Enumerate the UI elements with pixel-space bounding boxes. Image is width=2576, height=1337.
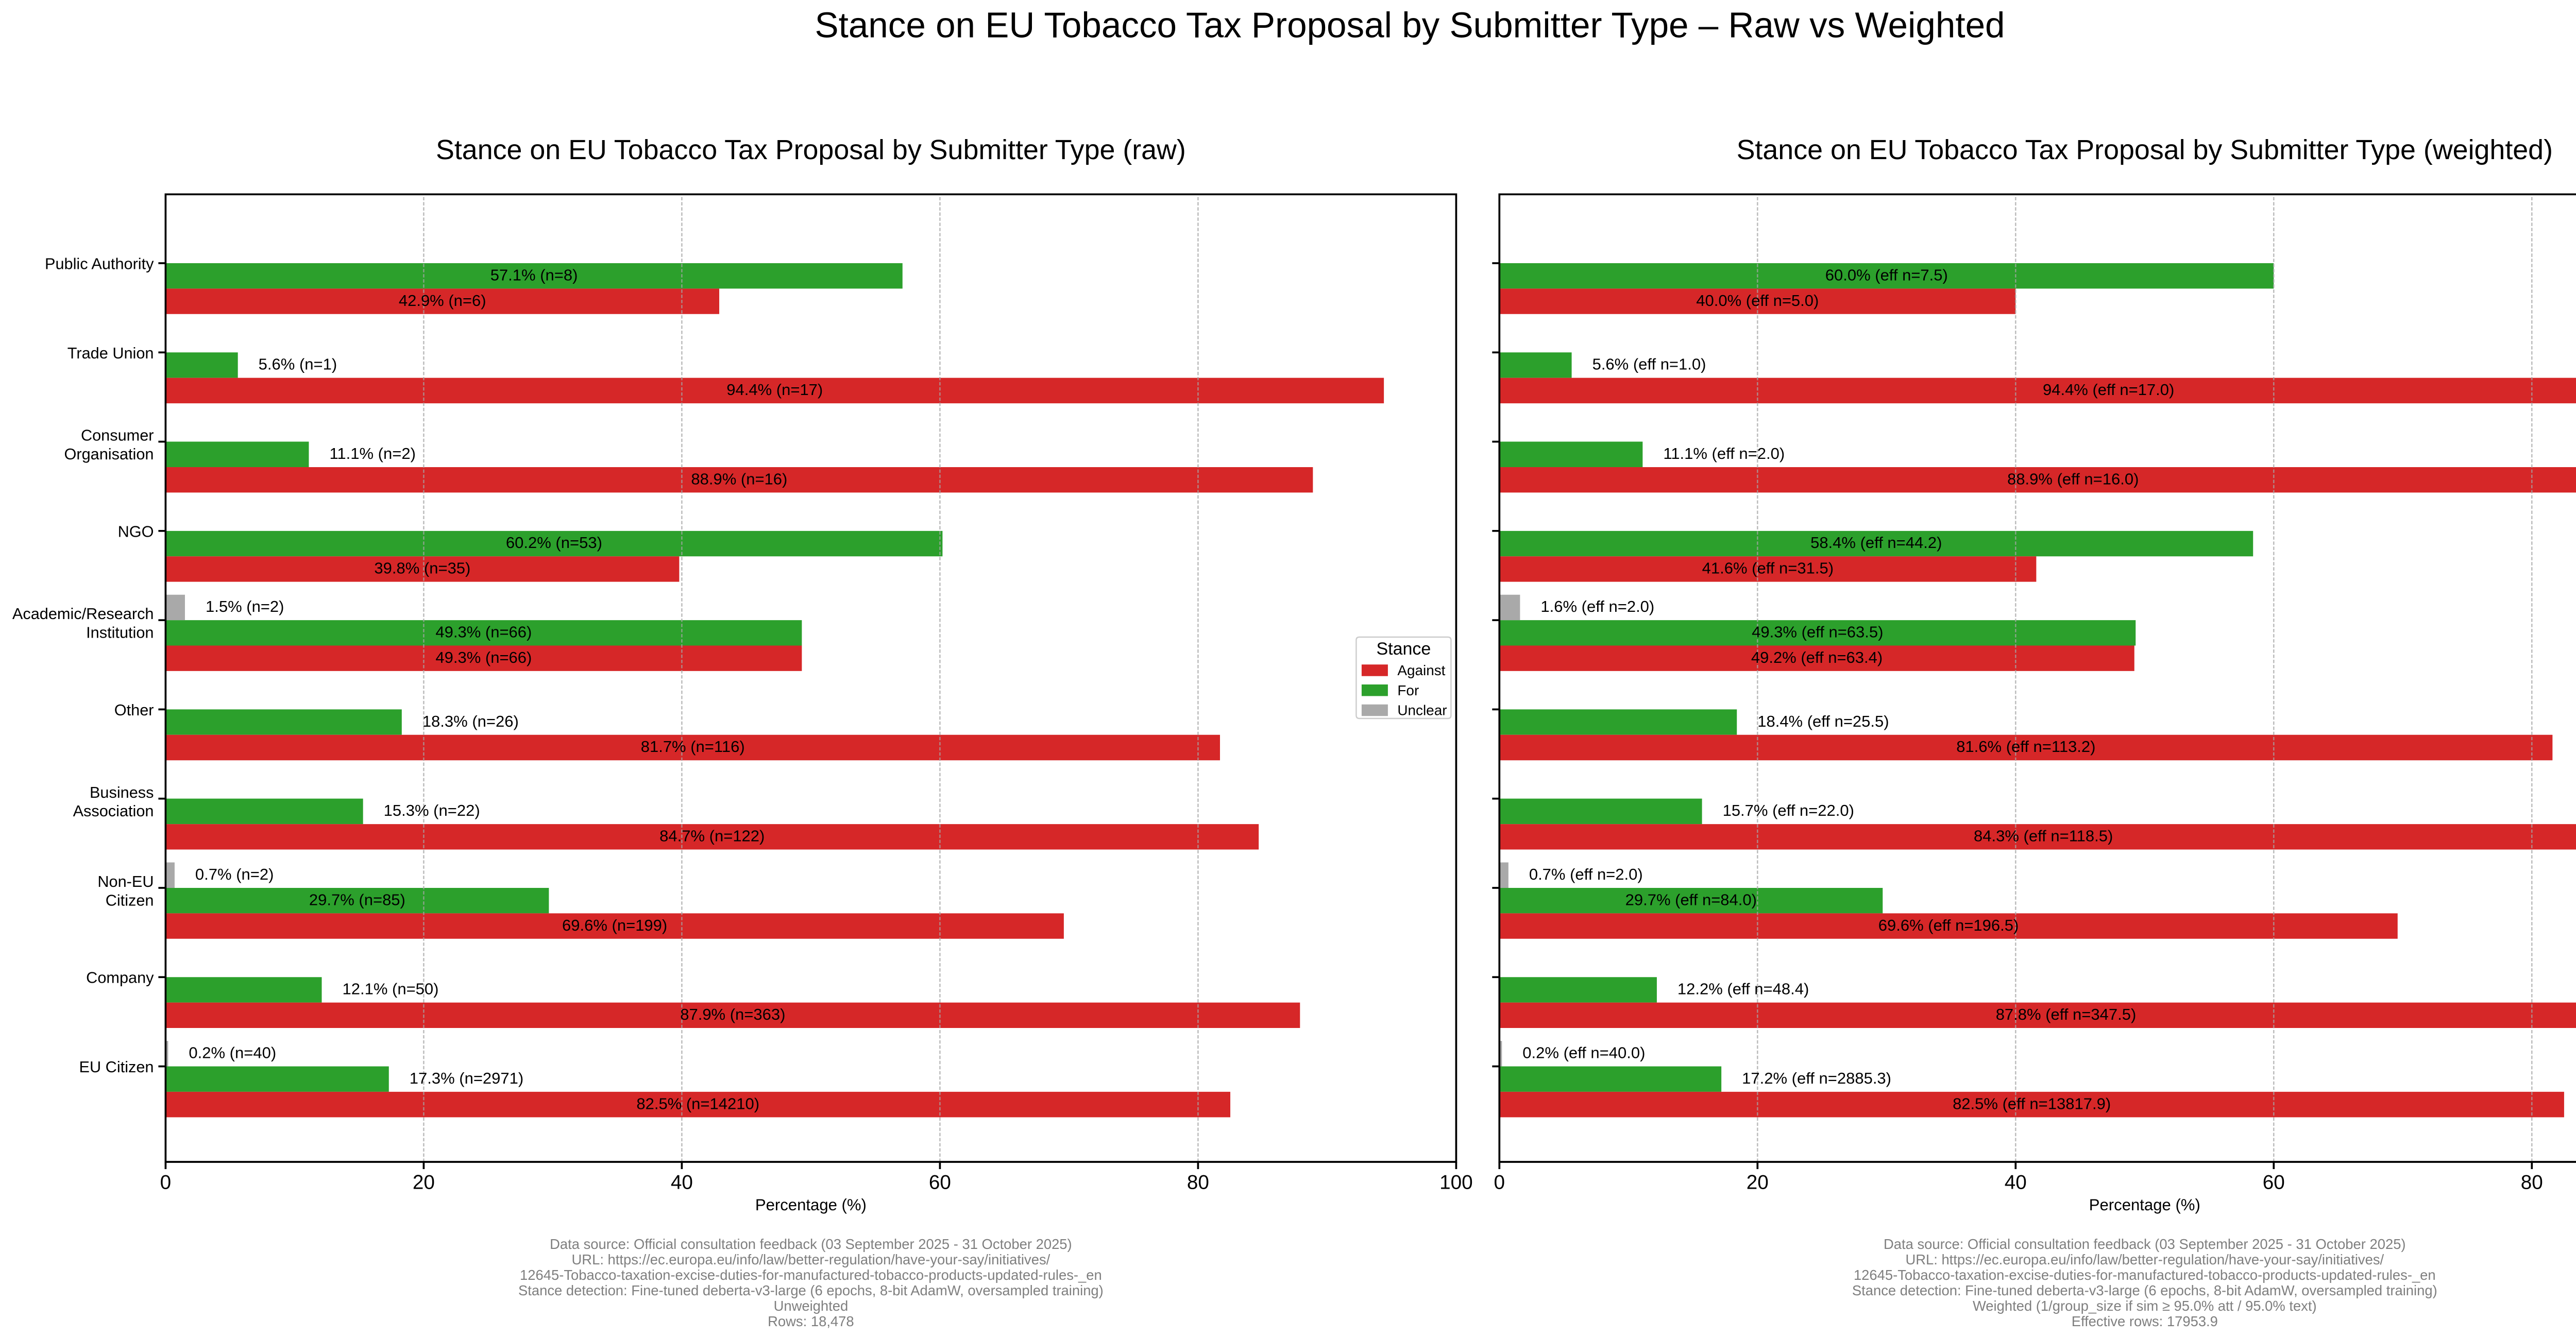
svg-text:18.4% (eff n=25.5): 18.4% (eff n=25.5) <box>1757 712 1889 730</box>
svg-text:84.7% (n=122): 84.7% (n=122) <box>659 827 765 845</box>
svg-text:Data source: Official consulta: Data source: Official consultation feedb… <box>550 1236 1072 1252</box>
svg-text:58.4% (eff n=44.2): 58.4% (eff n=44.2) <box>1810 534 1942 552</box>
svg-text:80: 80 <box>1187 1171 1209 1193</box>
svg-text:Organisation: Organisation <box>64 445 154 463</box>
svg-text:11.1% (eff n=2.0): 11.1% (eff n=2.0) <box>1663 444 1785 462</box>
svg-text:87.8% (eff n=347.5): 87.8% (eff n=347.5) <box>1996 1005 2137 1023</box>
svg-text:40: 40 <box>671 1171 693 1193</box>
svg-text:49.2% (eff n=63.4): 49.2% (eff n=63.4) <box>1751 648 1883 666</box>
svg-text:Company: Company <box>86 969 154 987</box>
svg-text:17.2% (eff n=2885.3): 17.2% (eff n=2885.3) <box>1742 1069 1891 1087</box>
svg-text:Citizen: Citizen <box>106 891 154 909</box>
svg-text:Data source: Official consulta: Data source: Official consultation feedb… <box>1884 1236 2406 1252</box>
svg-text:For: For <box>1397 682 1419 698</box>
svg-text:15.3% (n=22): 15.3% (n=22) <box>384 801 480 819</box>
svg-text:80: 80 <box>2521 1171 2543 1193</box>
svg-text:60: 60 <box>929 1171 951 1193</box>
svg-text:URL: https://ec.europa.eu/info: URL: https://ec.europa.eu/info/law/bette… <box>1905 1252 2384 1267</box>
svg-text:0.2% (eff n=40.0): 0.2% (eff n=40.0) <box>1522 1044 1645 1062</box>
svg-text:88.9% (eff n=16.0): 88.9% (eff n=16.0) <box>2007 470 2139 488</box>
svg-text:39.8% (n=35): 39.8% (n=35) <box>374 559 470 577</box>
svg-text:1.5% (n=2): 1.5% (n=2) <box>206 597 284 615</box>
svg-text:49.3% (n=66): 49.3% (n=66) <box>435 648 532 666</box>
svg-text:12.1% (n=50): 12.1% (n=50) <box>343 980 439 998</box>
svg-text:11.1% (n=2): 11.1% (n=2) <box>329 444 415 462</box>
svg-text:82.5% (eff n=13817.9): 82.5% (eff n=13817.9) <box>1953 1094 2111 1112</box>
svg-text:69.6% (eff n=196.5): 69.6% (eff n=196.5) <box>1878 916 2019 934</box>
svg-text:40.0% (eff n=5.0): 40.0% (eff n=5.0) <box>1696 292 1819 310</box>
svg-text:Unclear: Unclear <box>1397 702 1447 718</box>
svg-text:84.3% (eff n=118.5): 84.3% (eff n=118.5) <box>1974 827 2113 845</box>
svg-text:Consumer: Consumer <box>81 426 154 444</box>
svg-text:12645-Tobacco-taxation-excise-: 12645-Tobacco-taxation-excise-duties-for… <box>1854 1267 2436 1283</box>
svg-text:88.9% (n=16): 88.9% (n=16) <box>691 470 787 488</box>
svg-text:69.6% (n=199): 69.6% (n=199) <box>562 916 667 934</box>
svg-text:0.2% (n=40): 0.2% (n=40) <box>189 1044 276 1062</box>
svg-text:49.3% (n=66): 49.3% (n=66) <box>435 623 532 641</box>
svg-text:Stance on EU Tobacco Tax Propo: Stance on EU Tobacco Tax Proposal by Sub… <box>436 134 1186 165</box>
svg-text:5.6% (n=1): 5.6% (n=1) <box>259 355 337 373</box>
svg-text:Institution: Institution <box>86 623 154 641</box>
svg-text:Trade Union: Trade Union <box>67 344 154 362</box>
svg-text:Percentage (%): Percentage (%) <box>755 1196 867 1214</box>
svg-text:Stance: Stance <box>1376 639 1431 659</box>
svg-text:Non-EU: Non-EU <box>97 872 154 890</box>
svg-text:Percentage (%): Percentage (%) <box>2089 1196 2200 1214</box>
svg-text:49.3% (eff n=63.5): 49.3% (eff n=63.5) <box>1752 623 1883 641</box>
svg-text:Public Authority: Public Authority <box>45 255 154 273</box>
svg-text:Against: Against <box>1397 662 1445 678</box>
svg-text:81.6% (eff n=113.2): 81.6% (eff n=113.2) <box>1956 738 2095 756</box>
svg-text:Association: Association <box>73 802 154 820</box>
svg-text:1.6% (eff n=2.0): 1.6% (eff n=2.0) <box>1540 597 1654 615</box>
svg-text:Stance on EU Tobacco Tax Propo: Stance on EU Tobacco Tax Proposal by Sub… <box>1737 134 2553 165</box>
svg-text:Rows: 18,478: Rows: 18,478 <box>768 1313 854 1329</box>
svg-text:Stance detection: Fine-tuned d: Stance detection: Fine-tuned deberta-v3-… <box>518 1282 1104 1298</box>
svg-text:60.2% (n=53): 60.2% (n=53) <box>506 534 602 552</box>
svg-text:40: 40 <box>2005 1171 2027 1193</box>
svg-text:Effective rows: 17953.9: Effective rows: 17953.9 <box>2072 1313 2218 1329</box>
svg-text:NGO: NGO <box>118 522 154 540</box>
svg-text:87.9% (n=363): 87.9% (n=363) <box>680 1005 785 1023</box>
svg-text:Stance detection: Fine-tuned d: Stance detection: Fine-tuned deberta-v3-… <box>1852 1282 2437 1298</box>
svg-text:0.7% (n=2): 0.7% (n=2) <box>195 865 274 883</box>
svg-text:20: 20 <box>413 1171 435 1193</box>
svg-text:81.7% (n=116): 81.7% (n=116) <box>641 738 745 756</box>
svg-text:URL: https://ec.europa.eu/info: URL: https://ec.europa.eu/info/law/bette… <box>572 1252 1050 1267</box>
svg-text:15.7% (eff n=22.0): 15.7% (eff n=22.0) <box>1723 801 1854 819</box>
svg-text:29.7% (eff n=84.0): 29.7% (eff n=84.0) <box>1625 890 1757 909</box>
svg-text:20: 20 <box>1747 1171 1769 1193</box>
svg-text:0.7% (eff n=2.0): 0.7% (eff n=2.0) <box>1529 865 1643 883</box>
svg-text:29.7% (n=85): 29.7% (n=85) <box>309 890 405 909</box>
svg-text:Stance on EU Tobacco Tax Propo: Stance on EU Tobacco Tax Proposal by Sub… <box>815 5 2005 45</box>
svg-text:Other: Other <box>114 701 154 719</box>
svg-text:41.6% (eff n=31.5): 41.6% (eff n=31.5) <box>1702 559 1834 577</box>
svg-text:Business: Business <box>90 783 154 801</box>
svg-text:60: 60 <box>2263 1171 2285 1193</box>
svg-text:100: 100 <box>1439 1171 1473 1193</box>
svg-text:0: 0 <box>1494 1171 1505 1193</box>
svg-text:57.1% (n=8): 57.1% (n=8) <box>490 266 578 284</box>
svg-text:60.0% (eff n=7.5): 60.0% (eff n=7.5) <box>1825 266 1948 284</box>
svg-text:94.4% (eff n=17.0): 94.4% (eff n=17.0) <box>2043 381 2174 399</box>
svg-text:12645-Tobacco-taxation-excise-: 12645-Tobacco-taxation-excise-duties-for… <box>520 1267 1102 1283</box>
svg-text:82.5% (n=14210): 82.5% (n=14210) <box>636 1094 759 1112</box>
svg-text:12.2% (eff n=48.4): 12.2% (eff n=48.4) <box>1677 980 1809 998</box>
svg-text:0: 0 <box>160 1171 172 1193</box>
svg-text:18.3% (n=26): 18.3% (n=26) <box>422 712 519 730</box>
svg-text:Academic/Research: Academic/Research <box>12 605 154 623</box>
svg-text:94.4% (n=17): 94.4% (n=17) <box>726 381 823 399</box>
svg-text:17.3% (n=2971): 17.3% (n=2971) <box>410 1069 523 1087</box>
svg-text:EU Citizen: EU Citizen <box>79 1058 154 1076</box>
svg-text:5.6% (eff n=1.0): 5.6% (eff n=1.0) <box>1592 355 1706 373</box>
svg-text:42.9% (n=6): 42.9% (n=6) <box>399 292 486 310</box>
svg-text:Unweighted: Unweighted <box>774 1298 849 1314</box>
svg-text:Weighted (1/group_size if sim: Weighted (1/group_size if sim ≥ 95.0% at… <box>1973 1298 2317 1314</box>
